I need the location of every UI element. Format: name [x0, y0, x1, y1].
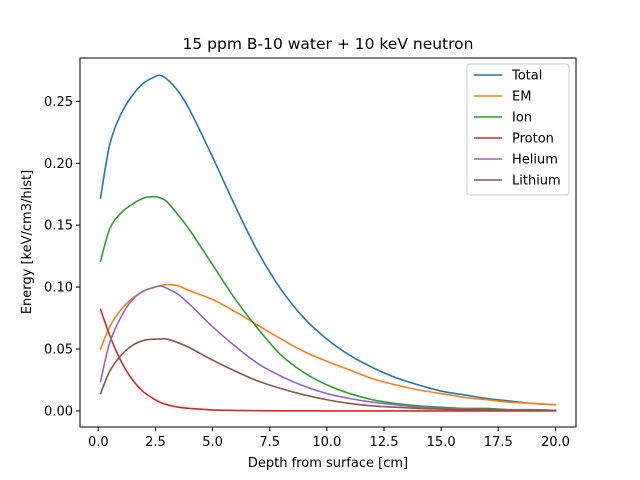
x-tick-label: 2.5 — [145, 435, 166, 450]
x-tick-label: 15.0 — [427, 435, 456, 450]
x-axis-label: Depth from surface [cm] — [248, 456, 408, 471]
chart-title: 15 ppm B-10 water + 10 keV neutron — [183, 35, 474, 53]
legend-label-ion: Ion — [512, 111, 532, 126]
legend: Total EM Ion Proton Helium Lithium — [466, 63, 570, 196]
y-tick-label: 0.00 — [44, 404, 73, 419]
x-tick-label: 12.5 — [370, 435, 399, 450]
legend-label-total: Total — [511, 69, 542, 84]
y-tick-label: 0.05 — [44, 342, 73, 357]
series-line-total — [99, 74, 557, 406]
y-tick-label: 0.10 — [44, 281, 73, 296]
x-axis: 0.0 2.5 5.0 7.5 10.0 12.5 15.0 17.5 20.0 — [88, 427, 570, 450]
y-tick-label: 0.15 — [44, 219, 73, 234]
y-tick-label: 0.25 — [44, 95, 73, 110]
x-tick-label: 5.0 — [202, 435, 223, 450]
series-layer — [99, 74, 557, 412]
y-tick-label: 0.20 — [44, 157, 73, 172]
plot-frame — [79, 57, 577, 428]
x-tick-label: 7.5 — [259, 435, 280, 450]
x-tick-label: 20.0 — [541, 435, 570, 450]
legend-label-em: EM — [512, 90, 531, 105]
x-tick-label: 10.0 — [312, 435, 341, 450]
series-line-proton — [99, 308, 557, 412]
y-axis: 0.00 0.05 0.10 0.15 0.20 0.25 — [44, 95, 80, 419]
legend-label-proton: Proton — [512, 132, 554, 147]
x-tick-label: 0.0 — [88, 435, 109, 450]
x-tick-label: 17.5 — [484, 435, 513, 450]
series-line-lithium — [99, 338, 557, 412]
legend-label-lithium: Lithium — [512, 174, 561, 189]
legend-label-helium: Helium — [512, 153, 558, 168]
y-axis-label: Energy [keV/cm3/hist] — [20, 170, 35, 314]
